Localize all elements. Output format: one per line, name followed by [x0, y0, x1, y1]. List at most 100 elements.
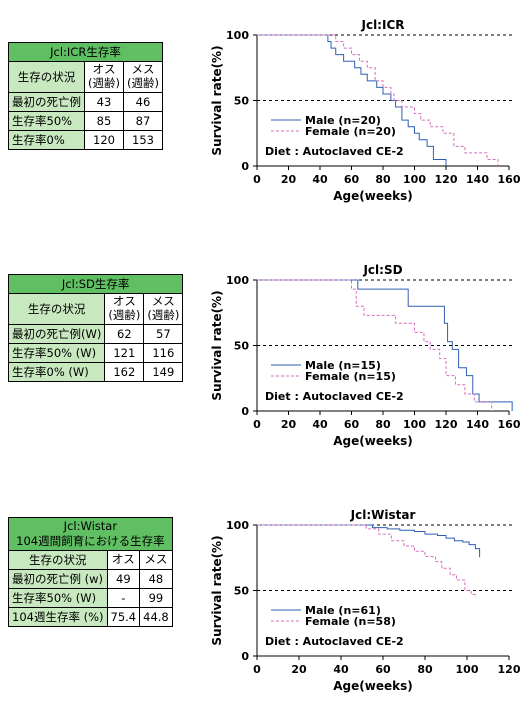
female-value: 116: [143, 342, 184, 363]
status-header: 生存の状況: [8, 550, 108, 570]
female-value: 57: [143, 323, 184, 344]
y-tick-label: 50: [234, 340, 250, 353]
x-tick-label: 60: [344, 173, 360, 186]
icr-survival-chart: Jcl:ICR 0 20 40 60 80 100 120 140 160 0 50 100 Age(we…: [210, 18, 521, 203]
y-tick-label: 0: [241, 650, 249, 663]
male-column-header: オス: [106, 550, 141, 570]
wistar-survival-table: Jcl:Wistar 104週間飼育における生存率 生存の状況 オス メス 最初の…: [8, 517, 173, 627]
x-axis-label: Age(weeks): [333, 434, 412, 448]
row-label: 最初の死亡例 (w): [8, 569, 108, 589]
table-title: Jcl:ICR生存率: [8, 42, 163, 62]
row-label: 最初の死亡例: [8, 91, 85, 112]
chart-title: Jcl:Wistar: [350, 508, 416, 522]
series-line-female: [257, 279, 493, 411]
table-title: Jcl:Wistar 104週間飼育における生存率: [8, 517, 173, 551]
status-header: 生存の状況: [7, 293, 106, 325]
table-title-line1: Jcl:Wistar: [63, 519, 118, 533]
x-tick-label: 160: [498, 173, 521, 186]
x-tick-label: 0: [253, 173, 261, 186]
female-value: 48: [139, 569, 173, 589]
legend-label: Female (n=15): [305, 370, 396, 383]
table-row: 最初の死亡例(W) 62 57: [7, 323, 184, 344]
legend-label: Male (n=61): [305, 604, 381, 617]
legend-label: Male (n=20): [305, 114, 381, 127]
table-row: 104週生存率 (%) 75.4 44.8: [8, 607, 173, 627]
y-tick-label: 50: [234, 585, 250, 598]
female-column-header: メス (週齢): [143, 293, 184, 325]
y-axis-label: Survival rate(%): [210, 45, 224, 155]
legend-label: Female (n=58): [305, 615, 396, 628]
x-tick-label: 100: [403, 173, 426, 186]
x-axis-label: Age(weeks): [333, 679, 412, 693]
y-tick-label: 100: [226, 29, 249, 42]
diet-annotation: Diet : Autoclaved CE-2: [265, 390, 404, 403]
diet-annotation: Diet : Autoclaved CE-2: [265, 145, 404, 158]
sd-survival-chart: Jcl:SD 0 20 40 60 80 100 120 140 160 0 50 100 Age(wee…: [210, 263, 521, 448]
table-row: 生存率50% 85 87: [8, 110, 163, 131]
series-line-male: [257, 279, 513, 411]
status-header: 生存の状況: [8, 61, 85, 93]
x-tick-label: 80: [375, 173, 391, 186]
male-header-unit: (週齢): [108, 307, 141, 322]
male-value: 49: [106, 569, 141, 589]
x-tick-label: 120: [435, 418, 458, 431]
chart-title: Jcl:SD: [362, 263, 402, 277]
row-label: 生存率50%: [8, 110, 85, 131]
icr-survival-table: Jcl:ICR生存率 生存の状況 オス (週齢) メス (週齢) 最初の死亡例 43…: [8, 42, 163, 150]
female-header-label: メス: [131, 62, 155, 76]
male-header-unit: (週齢): [88, 75, 120, 90]
male-value: 162: [104, 361, 145, 382]
female-header-label: メス: [151, 294, 175, 308]
x-tick-label: 100: [456, 663, 479, 676]
x-tick-label: 100: [403, 418, 426, 431]
female-header-unit: (週齢): [126, 75, 159, 90]
row-label: 104週生存率 (%): [8, 607, 108, 627]
female-column-header: メス (週齢): [122, 61, 163, 93]
table-row: 最初の死亡例 (w) 49 48: [8, 569, 173, 589]
x-tick-label: 140: [466, 418, 489, 431]
y-axis-label: Survival rate(%): [210, 290, 224, 400]
series-line-male: [257, 524, 481, 558]
y-tick-label: 0: [241, 405, 249, 418]
row-label: 生存率50% (W): [8, 588, 108, 608]
row-label: 生存率50% (W): [7, 342, 106, 363]
male-value: -: [106, 588, 141, 608]
x-tick-label: 140: [466, 173, 489, 186]
legend-label: Female (n=20): [305, 125, 396, 138]
table-title-line2: 104週間飼育における生存率: [16, 534, 165, 548]
sd-survival-table: Jcl:SD生存率 生存の状況 オス (週齢) メス (週齢) 最初の死亡例(W) …: [7, 274, 184, 382]
y-tick-label: 50: [234, 95, 250, 108]
x-tick-label: 60: [375, 663, 391, 676]
x-tick-label: 40: [312, 173, 328, 186]
series-line-female: [257, 34, 499, 166]
x-tick-label: 80: [417, 663, 433, 676]
male-column-header: オス (週齢): [104, 293, 145, 325]
x-tick-label: 40: [312, 418, 328, 431]
male-value: 62: [104, 323, 145, 344]
x-tick-label: 80: [375, 418, 391, 431]
x-tick-label: 20: [291, 663, 307, 676]
female-value: 44.8: [139, 607, 173, 627]
y-tick-label: 100: [226, 274, 249, 287]
female-value: 99: [139, 588, 173, 608]
female-value: 149: [143, 361, 184, 382]
table-row: 生存率0% 120 153: [8, 129, 163, 150]
female-value: 153: [122, 129, 163, 150]
chart-title: Jcl:ICR: [360, 18, 404, 32]
y-axis-label: Survival rate(%): [210, 535, 224, 645]
series-line-male: [257, 34, 447, 166]
row-label: 生存率0%: [8, 129, 85, 150]
x-tick-label: 120: [435, 173, 458, 186]
x-tick-label: 20: [281, 418, 297, 431]
male-value: 121: [104, 342, 145, 363]
x-tick-label: 120: [498, 663, 521, 676]
row-label: 生存率0% (W): [7, 361, 106, 382]
table-row: 生存率50% (W) 121 116: [7, 342, 184, 363]
table-row: 生存率50% (W) - 99: [8, 588, 173, 608]
y-tick-label: 0: [241, 160, 249, 173]
wistar-survival-chart: Jcl:Wistar 0 20 40 60 80 100 120 0 50 100 Age(weeks…: [210, 508, 521, 693]
row-label: 最初の死亡例(W): [7, 323, 106, 344]
table-row: 最初の死亡例 43 46: [8, 91, 163, 112]
x-tick-label: 0: [253, 663, 261, 676]
male-value: 75.4: [106, 607, 141, 627]
